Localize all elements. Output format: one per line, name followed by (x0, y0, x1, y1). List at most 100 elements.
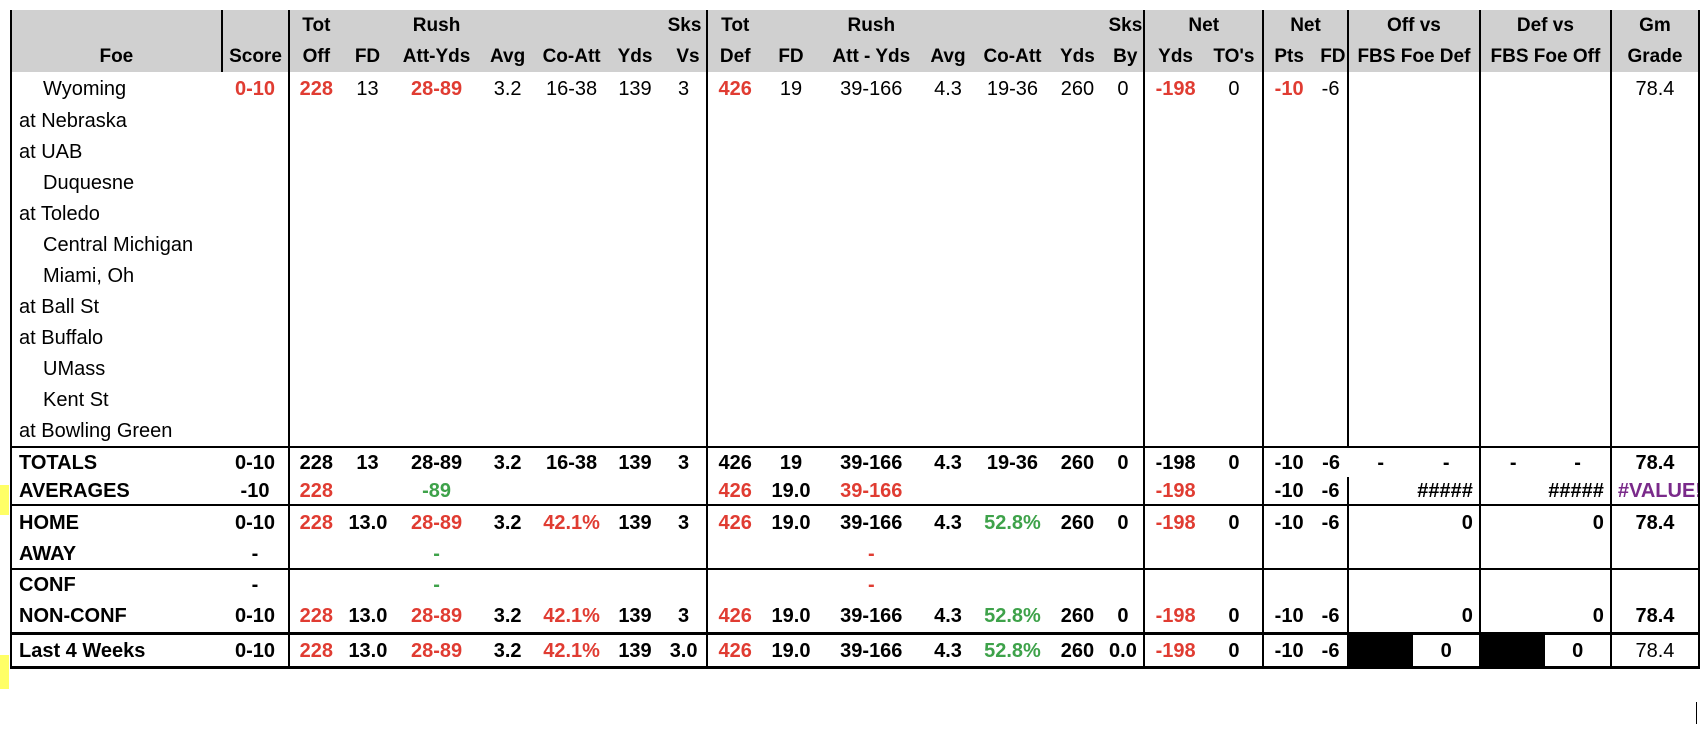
cell-tos (1205, 568, 1264, 599)
cell-sks-vs (662, 415, 707, 447)
cell-def-vs (1478, 72, 1611, 105)
cell-tot-def (705, 539, 763, 569)
cell-avg (481, 291, 535, 322)
cell-off-vs (1346, 291, 1480, 322)
header-cell: Grade (1609, 41, 1701, 72)
cell-fd (342, 167, 392, 198)
cell-rush: 28-89 (392, 632, 481, 669)
cell-fd (342, 291, 392, 322)
cell-davg (923, 105, 972, 136)
cell-score (222, 105, 290, 136)
cell-grade: 78.4 (1609, 446, 1701, 477)
cell-net-pts: -10 (1262, 72, 1315, 105)
header-cell: Avg (480, 41, 535, 72)
cell-davg (923, 322, 972, 353)
cell-score: 0-10 (221, 446, 290, 477)
totals-row: TOTALS 0-10 228 13 28-89 3.2 16-38 139 3 426 19 39-… (10, 446, 1701, 477)
cell-yds (608, 136, 661, 167)
cell-tot-off (288, 322, 343, 353)
cell-net-fd: -6 (1321, 604, 1340, 627)
cell-co-att: 42.1% (534, 632, 609, 669)
cell-dfd: 19.0 (762, 504, 820, 539)
header-cell (342, 10, 393, 41)
cell-net-fd (1314, 415, 1348, 447)
cell-drush: 39-166 (840, 479, 903, 502)
cell-off-vs (1346, 415, 1480, 447)
header-cell: Sks (661, 10, 707, 41)
cell-net-pts (1262, 167, 1315, 198)
cell-sks-by (1102, 477, 1144, 505)
game-row: at Buffalo (10, 322, 1701, 353)
cell-dfd (763, 198, 819, 229)
cell-def-vs: 0 (1545, 632, 1611, 669)
cell-tot-def: 426 (705, 477, 763, 505)
cell-dco-att (972, 568, 1053, 599)
cell-net-fd (1314, 105, 1348, 136)
cell-net-fd (1314, 568, 1348, 599)
cell-edge-marker (1696, 702, 1704, 724)
cell-grade: 78.4 (1609, 632, 1701, 669)
game-row: UMass (10, 353, 1701, 384)
cell-davg: 4.3 (934, 604, 962, 627)
cell-off-vs: 0 (1346, 504, 1480, 539)
cell-tot-off (288, 167, 343, 198)
cell-co-att (535, 136, 609, 167)
cell-sks-vs (662, 229, 707, 260)
cell-tot-def (705, 353, 763, 384)
cell-tos (1206, 198, 1263, 229)
cell-fd (342, 198, 392, 229)
cell-net-pts (1262, 568, 1315, 599)
cell-avg: 3.2 (480, 446, 535, 477)
cell-davg (923, 229, 972, 260)
cell-off-vs-black (1346, 632, 1414, 669)
cell-rush (393, 384, 481, 415)
cell-fd: 13.0 (342, 632, 393, 669)
foe-name: Duquesne (10, 167, 222, 198)
header-cell (534, 10, 609, 41)
cell-net-yds (1143, 260, 1206, 291)
cell-drush: 39-166 (819, 446, 924, 477)
cell-co-att (535, 105, 609, 136)
cell-net-fd (1314, 384, 1348, 415)
cell-tos (1206, 384, 1263, 415)
cell-sks-vs (662, 539, 707, 569)
cell-fd (342, 136, 392, 167)
header-cell: Yds (608, 41, 662, 72)
cell-net-pts: -10 (1262, 446, 1315, 477)
cell-tot-def: 426 (705, 504, 763, 539)
cell-avg (481, 415, 535, 447)
cell-net-yds (1143, 568, 1206, 599)
row-label-home: HOME (10, 504, 222, 539)
cell-tos (1206, 229, 1263, 260)
game-row: at Nebraska (10, 105, 1701, 136)
header-cell: TO's (1205, 41, 1264, 72)
header-cell: Avg (923, 41, 973, 72)
cell-dco-att: 52.8% (972, 504, 1053, 539)
cell-dfd (763, 260, 819, 291)
cell-dyds (1052, 568, 1103, 599)
cell-rush (393, 105, 481, 136)
cell-avg (481, 167, 535, 198)
cell-sks-by (1102, 136, 1144, 167)
cell-co-att (535, 415, 609, 447)
cell-tos (1206, 539, 1263, 569)
game-row: at UAB (10, 136, 1701, 167)
header-cell: Tot (288, 10, 343, 41)
cell-rush (393, 322, 481, 353)
foe-name: at UAB (10, 136, 222, 167)
cell-fd (342, 415, 392, 447)
cell-rush (393, 167, 481, 198)
header-cell: By (1102, 41, 1145, 72)
cell-grade: 78.4 (1609, 599, 1701, 634)
cell-sks-by (1102, 568, 1145, 599)
cell-tot-def (705, 291, 763, 322)
home-row: HOME 0-10 228 13.0 28-89 3.2 42.1% 139 3 426 19.0 3… (10, 504, 1701, 539)
cell-co-att: 42.1% (534, 504, 609, 539)
cell-drush (819, 198, 923, 229)
cell-yds: 139 (618, 604, 652, 627)
cell-grade (1609, 167, 1701, 198)
cell-tot-off: 228 (288, 504, 343, 539)
cell-co-att (535, 260, 609, 291)
cell-net-fd (1314, 229, 1348, 260)
cell-net-pts: -10 (1262, 504, 1315, 539)
